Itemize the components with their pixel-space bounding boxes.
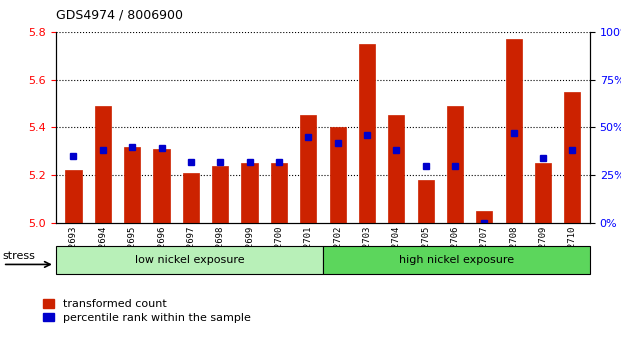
Bar [153,149,170,223]
Text: high nickel exposure: high nickel exposure [399,255,514,265]
Bar [56,246,323,274]
Bar [95,106,111,223]
Text: stress: stress [3,251,35,261]
Bar [535,163,551,223]
Legend: transformed count, percentile rank within the sample: transformed count, percentile rank withi… [43,299,251,323]
Bar [564,92,581,223]
Bar [476,211,492,223]
Bar [323,246,590,274]
Bar [300,115,316,223]
Bar [65,171,81,223]
Bar [417,180,433,223]
Bar [505,39,522,223]
Text: low nickel exposure: low nickel exposure [135,255,244,265]
Text: GDS4974 / 8006900: GDS4974 / 8006900 [56,9,183,22]
Bar [388,115,404,223]
Bar [242,163,258,223]
Bar [447,106,463,223]
Bar [124,147,140,223]
Bar [359,44,375,223]
Bar [330,127,346,223]
Bar [183,173,199,223]
Bar [271,163,287,223]
Bar [212,166,229,223]
